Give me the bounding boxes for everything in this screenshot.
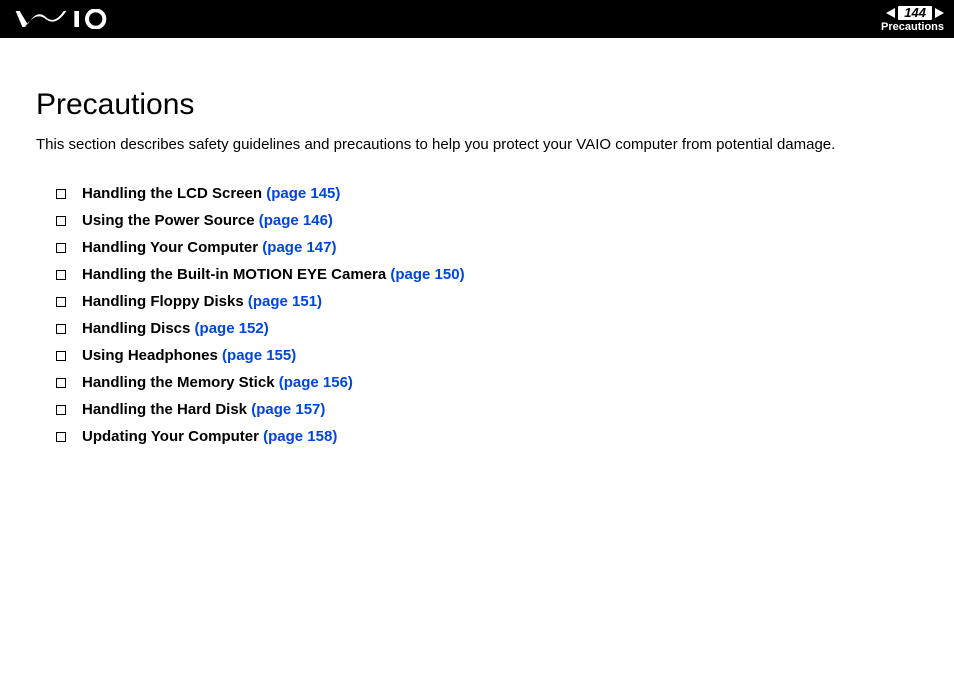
bullet-icon [56,432,66,442]
toc-item-label: Handling the LCD Screen [82,185,262,202]
toc-page-link[interactable]: (page 155) [222,347,296,364]
toc-item-text: Handling Floppy Disks (page 151) [82,293,322,310]
toc-item-label: Handling Floppy Disks [82,293,244,310]
prev-page-icon[interactable] [886,8,895,18]
toc-list: Handling the LCD Screen (page 145) Using … [36,185,918,445]
toc-item: Handling the LCD Screen (page 145) [56,185,918,202]
intro-text: This section describes safety guidelines… [36,134,918,155]
toc-page-link[interactable]: (page 147) [262,239,336,256]
toc-item: Updating Your Computer (page 158) [56,428,918,445]
toc-page-link[interactable]: (page 151) [248,293,322,310]
toc-page-link[interactable]: (page 157) [251,401,325,418]
header-right: 144 Precautions [881,0,944,38]
toc-item-text: Using the Power Source (page 146) [82,212,333,229]
toc-item-text: Handling the Built-in MOTION EYE Camera … [82,266,465,283]
toc-item-text: Handling Your Computer (page 147) [82,239,337,256]
toc-item: Handling Discs (page 152) [56,320,918,337]
toc-item-text: Handling the LCD Screen (page 145) [82,185,340,202]
toc-item-text: Handling Discs (page 152) [82,320,269,337]
bullet-icon [56,405,66,415]
bullet-icon [56,270,66,280]
toc-item-label: Handling Discs [82,320,190,337]
bullet-icon [56,297,66,307]
toc-item-text: Handling the Hard Disk (page 157) [82,401,325,418]
page-number: 144 [898,6,932,20]
toc-item: Using the Power Source (page 146) [56,212,918,229]
bullet-icon [56,351,66,361]
next-page-icon[interactable] [935,8,944,18]
toc-item-label: Handling the Hard Disk [82,401,247,418]
page-title: Precautions [36,88,918,122]
toc-item-label: Handling Your Computer [82,239,258,256]
toc-item-label: Updating Your Computer [82,428,259,445]
page-nav: 144 [886,6,944,20]
toc-item-text: Handling the Memory Stick (page 156) [82,374,353,391]
toc-page-link[interactable]: (page 156) [279,374,353,391]
bullet-icon [56,243,66,253]
vaio-logo [14,6,124,32]
toc-item: Using Headphones (page 155) [56,347,918,364]
toc-item-label: Using Headphones [82,347,218,364]
toc-item: Handling Floppy Disks (page 151) [56,293,918,310]
toc-page-link[interactable]: (page 150) [390,266,464,283]
bullet-icon [56,216,66,226]
toc-page-link[interactable]: (page 146) [259,212,333,229]
bullet-icon [56,324,66,334]
toc-item-label: Handling the Built-in MOTION EYE Camera [82,266,386,283]
toc-page-link[interactable]: (page 152) [195,320,269,337]
toc-page-link[interactable]: (page 145) [266,185,340,202]
bullet-icon [56,378,66,388]
page-content: Precautions This section describes safet… [0,38,954,445]
toc-item: Handling the Memory Stick (page 156) [56,374,918,391]
page-header: 144 Precautions [0,0,954,38]
bullet-icon [56,189,66,199]
toc-item-text: Updating Your Computer (page 158) [82,428,337,445]
toc-item-label: Handling the Memory Stick [82,374,275,391]
toc-item-text: Using Headphones (page 155) [82,347,296,364]
breadcrumb: Precautions [881,21,944,33]
toc-item-label: Using the Power Source [82,212,255,229]
toc-item: Handling the Hard Disk (page 157) [56,401,918,418]
toc-item: Handling the Built-in MOTION EYE Camera … [56,266,918,283]
toc-item: Handling Your Computer (page 147) [56,239,918,256]
toc-page-link[interactable]: (page 158) [263,428,337,445]
